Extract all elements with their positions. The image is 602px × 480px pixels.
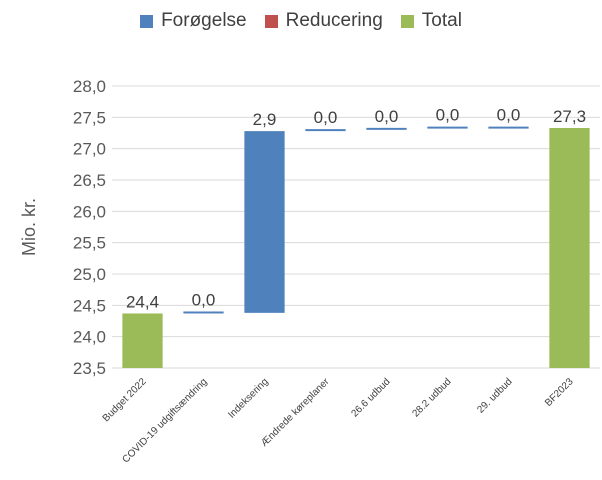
y-axis-label: Mio. kr. [19,198,39,256]
chart-legend: Forøgelse Reducering Total [0,10,602,32]
legend-swatch [400,14,414,28]
data-label: 0,0 [436,106,460,125]
y-tick-label: 24,0 [73,328,106,347]
waterfall-bar [183,311,224,314]
waterfall-bar [549,127,590,368]
waterfall-bar [427,126,468,129]
y-tick-label: 25,5 [73,234,106,253]
data-label: 2,9 [253,110,277,129]
category-label: 29. udbud [475,376,514,415]
y-tick-label: 26,0 [73,202,106,221]
waterfall-bar [244,131,285,313]
waterfall-bar [122,313,163,368]
category-label: Ændrede køreplaner [259,376,332,449]
data-label: 0,0 [375,107,399,126]
legend-item: Reducering [264,10,383,32]
data-label: 0,0 [314,108,338,127]
category-label: 28.2 udbud [410,376,453,419]
data-label: 27,3 [553,107,586,126]
legend-swatch [140,14,154,28]
data-label: 0,0 [497,106,521,125]
category-label: 26.6 udbud [349,376,392,419]
y-tick-label: 25,0 [73,265,106,284]
legend-item: Forøgelse [140,10,247,32]
legend-label: Reducering [285,10,383,31]
y-tick-label: 27,0 [73,140,106,159]
y-tick-label: 23,5 [73,359,106,378]
legend-label: Forøgelse [161,10,247,31]
y-tick-label: 27,5 [73,108,106,127]
y-tick-label: 26,5 [73,171,106,190]
legend-item: Total [400,10,462,32]
category-label: Indeksering [226,376,270,420]
legend-swatch [264,14,278,28]
y-tick-label: 28,0 [73,77,106,96]
data-label: 0,0 [192,290,216,309]
category-label: BF2023 [543,376,576,409]
y-tick-label: 24,5 [73,296,106,315]
legend-label: Total [421,10,462,31]
waterfall-bar [366,127,407,130]
data-label: 24,4 [126,292,159,311]
waterfall-bar [488,126,529,129]
waterfall-bar [305,129,346,132]
category-label: Budget 2022 [101,376,149,424]
